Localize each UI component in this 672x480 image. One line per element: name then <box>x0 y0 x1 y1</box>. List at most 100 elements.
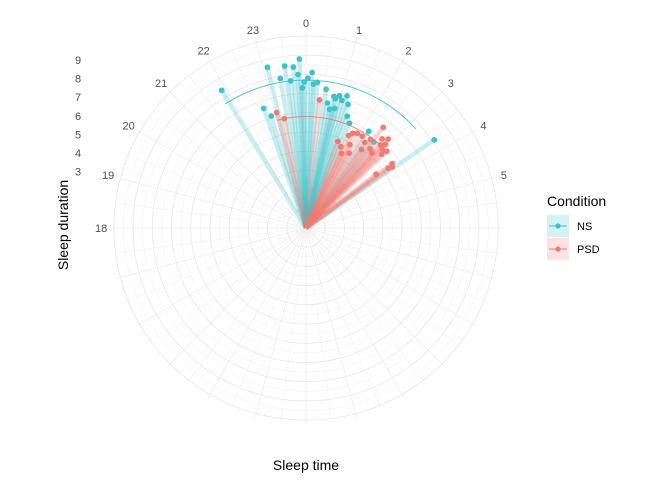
data-spoke <box>303 78 311 229</box>
series-ns <box>218 56 438 230</box>
data-point <box>331 105 338 112</box>
grid-spoke <box>136 227 307 327</box>
grid-ring <box>209 131 403 325</box>
data-spoke <box>303 107 337 229</box>
grid-ring <box>257 179 355 277</box>
data-point <box>290 64 297 70</box>
data-point <box>336 92 343 99</box>
data-spoke <box>304 141 367 230</box>
data-spoke <box>304 137 436 230</box>
grid-ring <box>142 64 470 392</box>
data-point <box>281 63 288 69</box>
polar-grid <box>110 32 502 424</box>
data-spoke <box>288 80 309 229</box>
data-spoke <box>269 115 309 229</box>
data-point <box>260 105 267 112</box>
grid-ring <box>296 218 316 238</box>
data-spoke <box>282 118 309 229</box>
data-point <box>382 141 389 148</box>
data-spoke <box>303 115 350 229</box>
data-point <box>379 146 386 153</box>
data-spoke <box>301 81 309 229</box>
data-spoke <box>303 83 316 229</box>
data-point <box>383 148 390 155</box>
grid-spoke <box>167 227 307 367</box>
grid-spoke <box>305 227 476 327</box>
angle-tick-label: 0 <box>303 18 309 30</box>
grid-ring <box>286 208 326 248</box>
angle-tick-label: 21 <box>155 78 167 90</box>
grid-spoke <box>305 227 332 423</box>
data-point <box>373 171 380 178</box>
angle-tick-label: 1 <box>356 25 362 37</box>
grid-ring <box>219 141 393 315</box>
data-point <box>358 146 365 153</box>
data-spoke <box>304 151 374 230</box>
grid-spoke <box>230 227 307 410</box>
legend-label: PSD <box>577 244 600 256</box>
grid-ring <box>123 45 489 411</box>
radial-tick-label: 4 <box>75 148 81 160</box>
data-point <box>264 64 271 71</box>
legend: Condition NS PSD <box>547 193 606 260</box>
grid-ring <box>248 170 364 286</box>
grid-ring <box>200 122 412 334</box>
data-point <box>305 75 311 82</box>
legend-key-point <box>555 246 561 252</box>
grid-ring <box>276 198 336 258</box>
radial-tick-label: 9 <box>75 55 81 67</box>
mean-arc <box>225 79 417 130</box>
data-spoke <box>304 135 365 230</box>
data-spoke <box>303 140 341 229</box>
data-spoke <box>304 126 385 230</box>
grid-ring <box>132 54 480 402</box>
data-spoke <box>282 65 309 229</box>
data-point <box>367 136 374 143</box>
angle-tick-label: 23 <box>247 25 259 37</box>
grid-ring <box>267 189 345 267</box>
data-spoke <box>303 108 332 229</box>
data-spoke <box>303 99 322 229</box>
data-point <box>380 124 387 131</box>
data-point <box>349 130 356 137</box>
grid-ring <box>113 35 499 421</box>
radial-tick-label: 6 <box>75 111 81 123</box>
data-spoke <box>265 66 309 229</box>
data-point <box>323 86 330 93</box>
data-point <box>346 141 353 148</box>
grid-spoke <box>305 227 382 410</box>
data-spoke <box>303 99 345 229</box>
angle-tick-label: 19 <box>102 170 114 182</box>
data-spoke <box>304 152 384 230</box>
data-point <box>359 133 366 140</box>
legend-title: Condition <box>547 193 606 209</box>
data-spoke <box>295 74 309 229</box>
data-point <box>296 56 303 62</box>
data-point <box>273 109 280 116</box>
data-point <box>344 113 351 120</box>
data-spoke <box>303 102 330 229</box>
data-spoke <box>303 95 350 229</box>
grid-spoke <box>305 227 488 304</box>
data-spoke <box>304 132 360 230</box>
radial-tick-label: 7 <box>75 92 81 104</box>
data-spoke <box>304 151 352 230</box>
grid-ring <box>171 93 441 363</box>
data-point <box>365 128 372 135</box>
grid-spoke <box>207 227 307 398</box>
grid-spoke <box>111 202 307 229</box>
grid-spoke <box>254 227 307 418</box>
data-spoke <box>304 149 389 230</box>
radial-tick-label: 5 <box>75 129 81 141</box>
data-point <box>337 143 344 150</box>
data-point <box>345 101 351 108</box>
angle-tick-label: 5 <box>501 170 507 182</box>
data-spoke <box>304 147 372 230</box>
data-point <box>301 79 307 85</box>
data-spoke <box>303 72 315 229</box>
data-spoke <box>304 140 376 230</box>
data-point <box>346 150 353 157</box>
mean-arc <box>277 116 386 150</box>
